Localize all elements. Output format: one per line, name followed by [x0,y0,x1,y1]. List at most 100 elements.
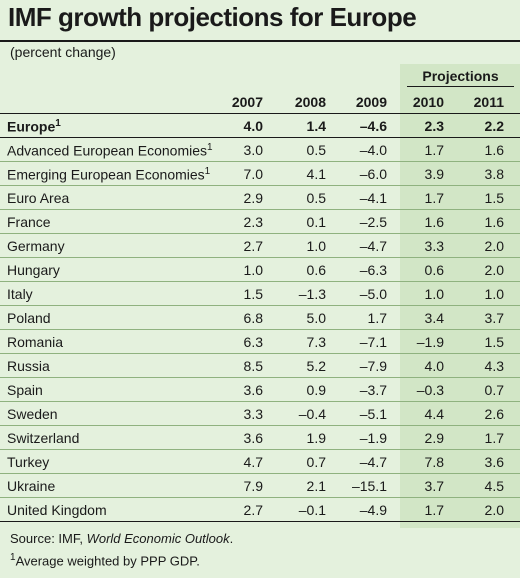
table-row: Advanced European Economies1 3.0 0.5 –4.0 1.… [0,138,520,162]
row-label: Switzerland [7,430,79,446]
row-rule [0,185,520,186]
column-header-2011: 2011 [473,94,504,110]
row-rule [0,281,520,282]
value-cell-2007: 6.3 [243,334,263,350]
value-cell-2007: 2.7 [243,502,263,518]
value-cell-2010: 1.0 [424,286,444,302]
row-label: Russia [7,358,50,374]
row-label-text: Sweden [7,406,58,422]
value-cell-2010: –1.9 [416,334,444,350]
value-cell-2011: 3.8 [484,166,504,182]
row-rule [0,329,520,330]
value-cell-2010: 3.4 [424,310,444,326]
table-row: Turkey 4.7 0.7 –4.7 7.8 3.6 [0,450,520,474]
value-cell-2009: –15.1 [351,478,387,494]
value-cell-2007: 6.8 [243,310,263,326]
row-label: France [7,214,51,230]
column-header-2007: 2007 [231,94,263,110]
table-row: Sweden 3.3 –0.4 –5.1 4.4 2.6 [0,402,520,426]
row-label-text: Ukraine [7,478,56,494]
value-cell-2007: 1.5 [243,286,263,302]
value-cell-2008: 0.7 [306,454,326,470]
value-cell-2008: 1.4 [306,118,326,134]
row-label: United Kingdom [7,502,107,518]
row-rule [0,353,520,354]
top-rule [0,40,520,42]
value-cell-2009: –4.7 [359,454,387,470]
value-cell-2010: 4.4 [424,406,444,422]
table-row: Switzerland 3.6 1.9 –1.9 2.9 1.7 [0,426,520,450]
value-cell-2009: –7.1 [359,334,387,350]
value-cell-2011: 4.3 [484,358,504,374]
table-row: Europe1 4.0 1.4 –4.6 2.3 2.2 [0,114,520,138]
value-cell-2011: 0.7 [484,382,504,398]
value-cell-2008: 0.1 [306,214,326,230]
value-cell-2011: 1.6 [484,142,504,158]
row-rule [0,521,520,522]
value-cell-2009: –4.1 [359,190,387,206]
row-label: Europe1 [7,118,61,135]
row-rule [0,161,520,162]
row-label-text: Spain [7,382,43,398]
table-row: Poland 6.8 5.0 1.7 3.4 3.7 [0,306,520,330]
value-cell-2009: –4.7 [359,238,387,254]
row-rule [0,401,520,402]
row-label-text: Romania [7,334,64,350]
footnote-text: Average weighted by PPP GDP. [15,553,200,569]
row-rule [0,233,520,234]
value-cell-2008: 1.0 [306,238,326,254]
value-cell-2010: 1.7 [424,502,444,518]
row-label-text: Advanced European Economies [7,142,208,159]
value-cell-2010: 2.3 [424,118,444,134]
value-cell-2009: –2.5 [359,214,387,230]
value-cell-2011: 2.0 [484,262,504,278]
column-header-2010: 2010 [412,94,444,110]
value-cell-2008: –0.4 [298,406,326,422]
table-row: Ukraine 7.9 2.1 –15.1 3.7 4.5 [0,474,520,498]
row-label: Emerging European Economies1 [7,166,210,183]
value-cell-2009: –1.9 [359,430,387,446]
value-cell-2011: 3.7 [484,310,504,326]
value-cell-2010: 4.0 [424,358,444,374]
value-cell-2010: 1.6 [424,214,444,230]
value-cell-2008: 5.2 [306,358,326,374]
value-cell-2010: 3.7 [424,478,444,494]
value-cell-2007: 3.0 [243,142,263,158]
table-row: Romania 6.3 7.3 –7.1 –1.9 1.5 [0,330,520,354]
row-label: Hungary [7,262,60,278]
value-cell-2007: 3.3 [243,406,263,422]
row-rule [0,425,520,426]
source-note: Source: IMF, World Economic Outlook. [10,531,233,546]
value-cell-2007: 3.6 [243,382,263,398]
footnote-ref: 1 [55,118,61,129]
row-label: Spain [7,382,43,398]
table-row: Germany 2.7 1.0 –4.7 3.3 2.0 [0,234,520,258]
footnote: 1Average weighted by PPP GDP. [10,552,200,568]
column-header-2009: 2009 [355,94,387,110]
row-label-text: Switzerland [7,430,80,446]
value-cell-2010: 1.7 [424,142,444,158]
row-label: Germany [7,238,65,254]
row-rule [0,473,520,474]
value-cell-2007: 7.0 [243,166,263,182]
row-label-text: Emerging European Economies [7,166,205,183]
table-title: IMF growth projections for Europe [8,2,417,32]
value-cell-2007: 2.7 [243,238,263,254]
row-rule [0,305,520,306]
value-cell-2008: 2.1 [306,478,326,494]
source-publication: World Economic Outlook [86,531,230,546]
table-row: United Kingdom 2.7 –0.1 –4.9 1.7 2.0 [0,498,520,522]
value-cell-2008: 7.3 [306,334,326,350]
row-label: Ukraine [7,478,55,494]
value-cell-2010: 7.8 [424,454,444,470]
row-label-text: Europe [7,118,56,135]
row-rule [0,257,520,258]
value-cell-2010: 3.9 [424,166,444,182]
header-rule [0,113,520,114]
value-cell-2009: 1.7 [367,310,387,326]
footnote-marker: 1 [10,552,16,563]
value-cell-2009: –4.0 [359,142,387,158]
value-cell-2007: 8.5 [243,358,263,374]
value-cell-2009: –6.3 [359,262,387,278]
row-label-text: Italy [7,286,33,302]
